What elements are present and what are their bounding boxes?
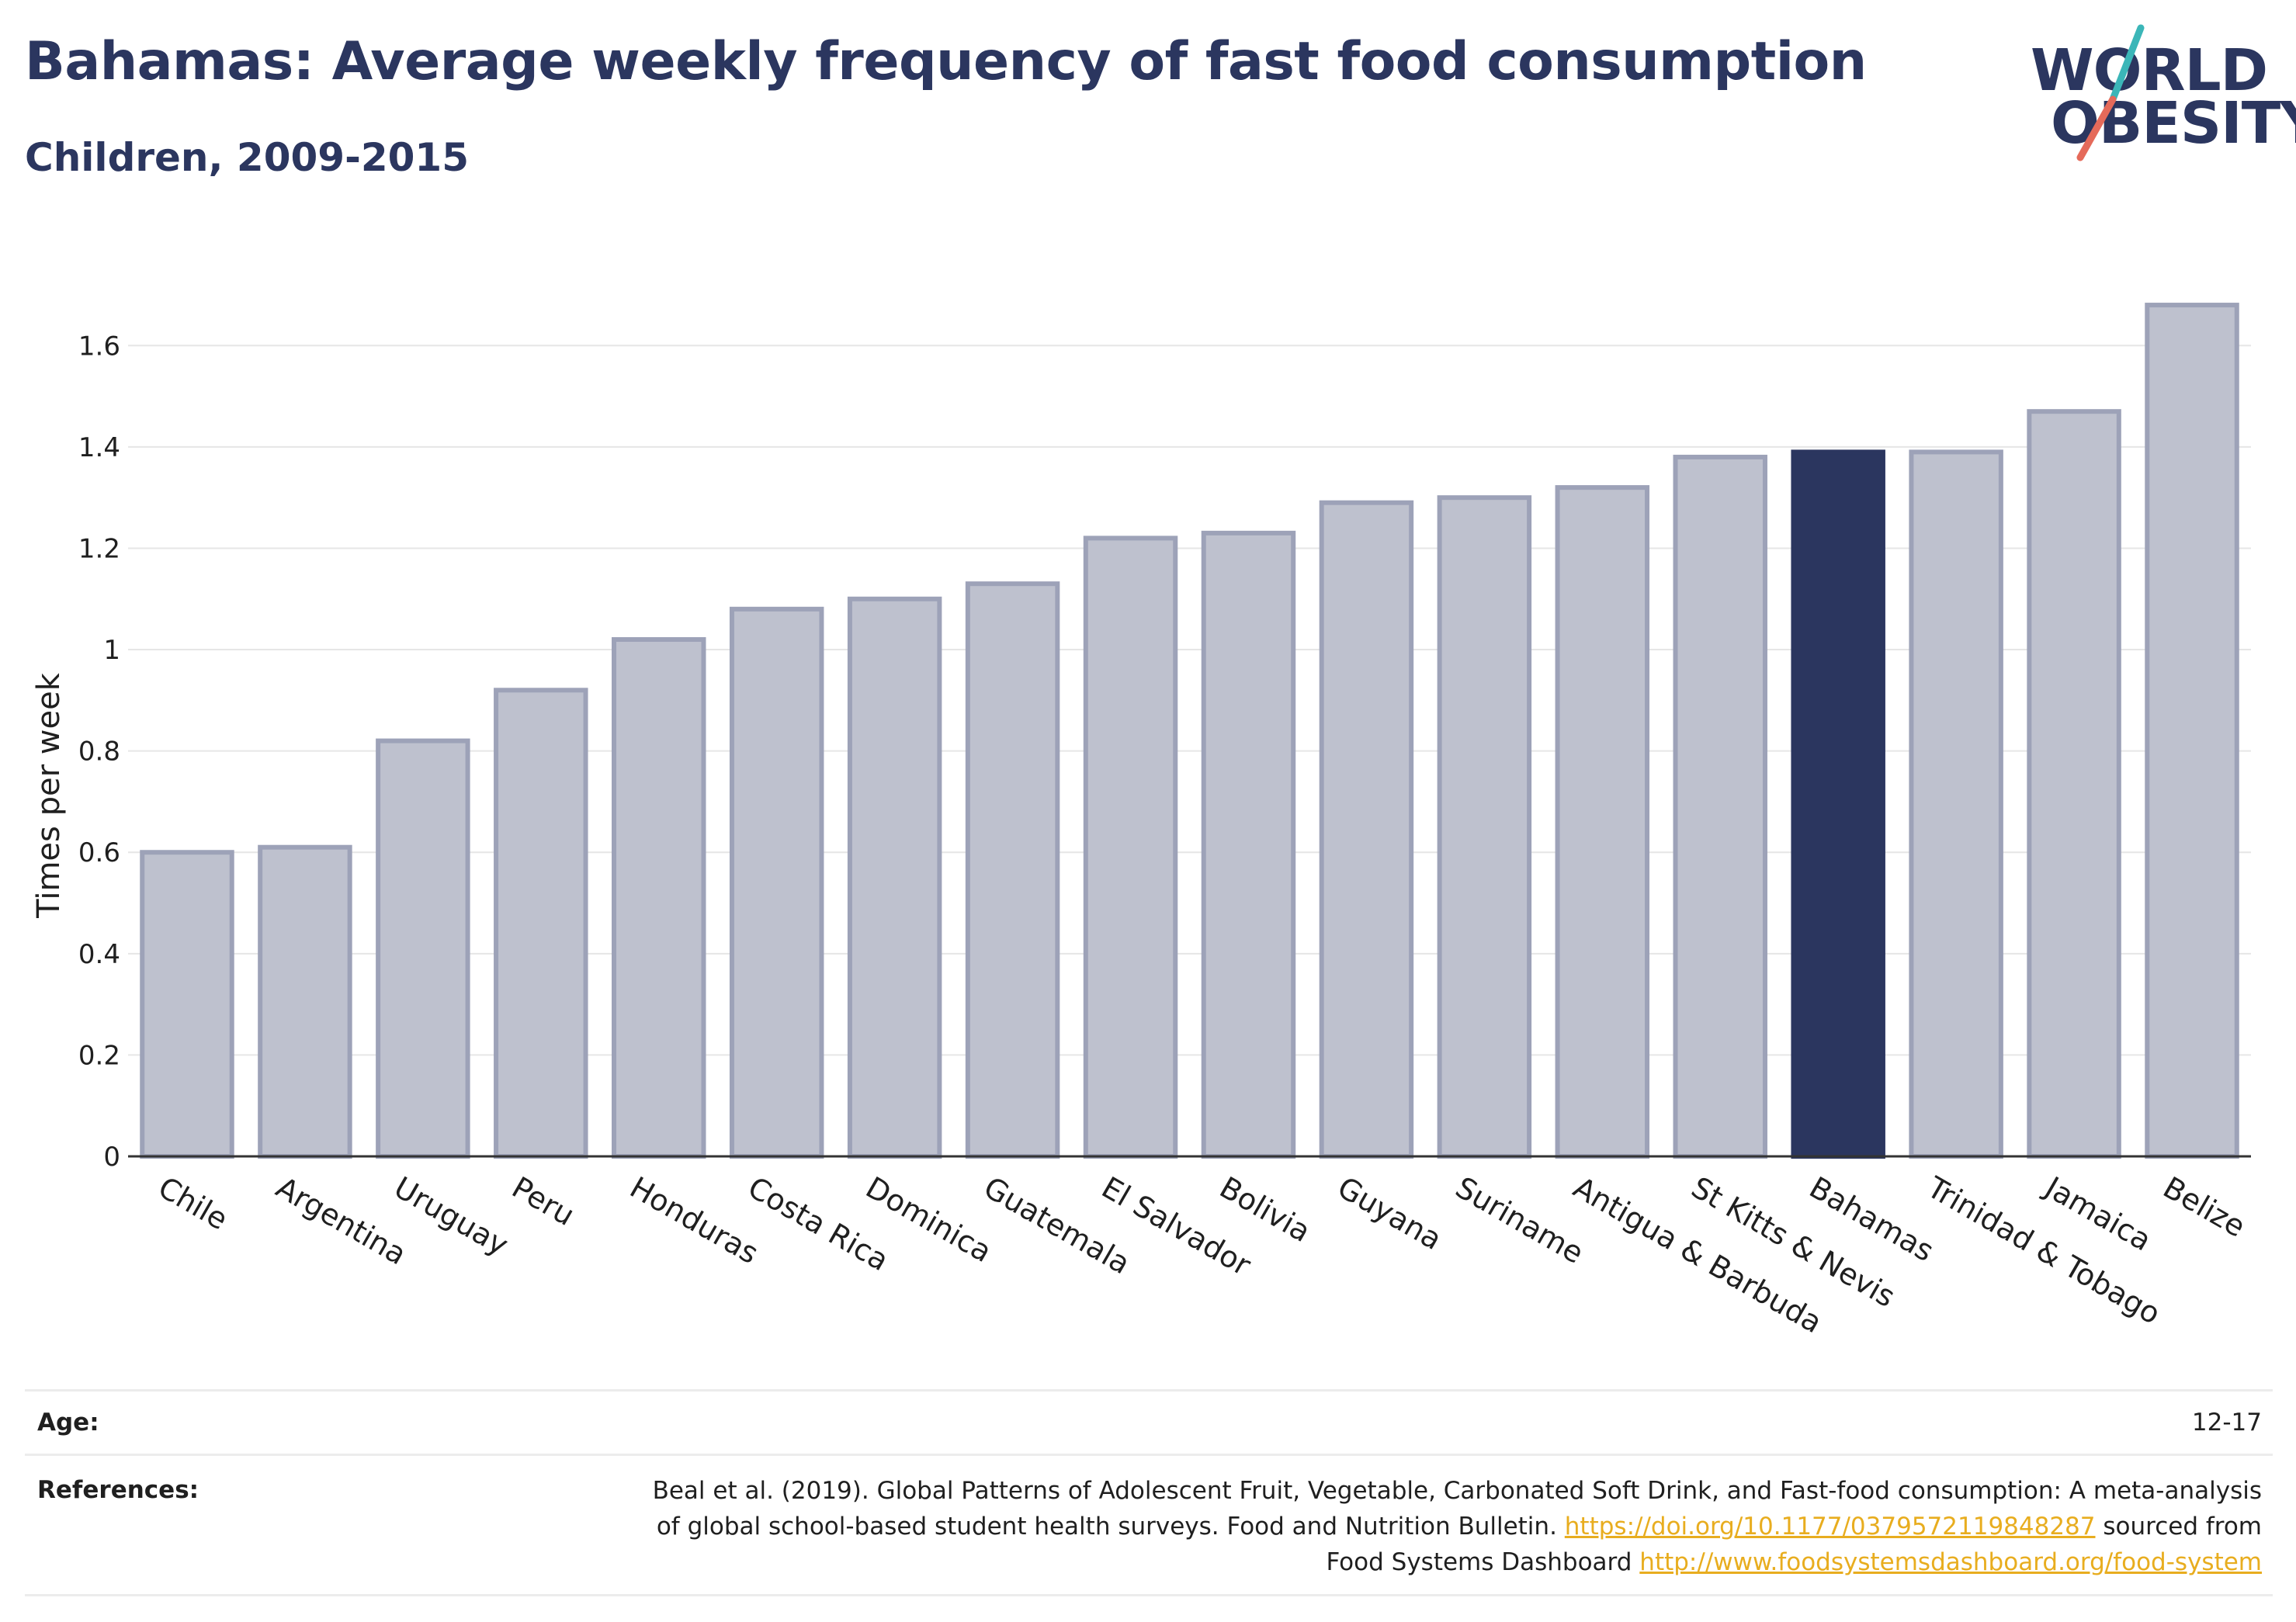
x-tick-label: Argentina	[270, 1170, 412, 1272]
bars	[140, 303, 2239, 1159]
y-tick-label: 0.6	[78, 837, 120, 868]
bar-dominica	[847, 596, 942, 1159]
chart-subtitle: Children, 2009-2015	[25, 135, 469, 180]
bar-uruguay	[376, 738, 470, 1159]
bar-belize	[2145, 303, 2239, 1159]
references-label: References:	[37, 1476, 199, 1504]
age-value: 12-17	[2191, 1409, 2262, 1437]
bar-bolivia	[1201, 530, 1296, 1159]
logo-line-1: WORLD	[2031, 37, 2268, 104]
age-row: Age: 12-17	[25, 1389, 2273, 1456]
x-tick-label: Suriname	[1450, 1170, 1590, 1270]
bar-costa-rica	[729, 606, 824, 1159]
y-axis-title: Times per week	[31, 672, 67, 919]
y-tick-label: 0.2	[78, 1040, 120, 1071]
y-tick-label: 1.2	[78, 533, 120, 564]
bar-chart: 00.20.40.60.811.21.41.6 Chile ArgentinaUr…	[31, 303, 2251, 1340]
bar-antigua-barbuda	[1555, 485, 1650, 1159]
bar-st-kitts-nevis	[1673, 454, 1767, 1159]
references-row: References: Beal et al. (2019). Global P…	[25, 1456, 2273, 1596]
y-axis-ticks: 0 0.2 0.4 0.6 0.8 1 1.2 1.4 1.6	[78, 331, 120, 1173]
references-value: Beal et al. (2019). Global Patterns of A…	[632, 1473, 2273, 1580]
references-text-1: Beal et al. (2019). Global Patterns of A…	[652, 1477, 2262, 1541]
bar-honduras	[612, 637, 706, 1159]
age-label: Age:	[37, 1409, 99, 1437]
y-tick-label: 1.4	[78, 432, 120, 463]
x-tick-label: Guyana	[1332, 1170, 1448, 1256]
y-tick-label: 0	[103, 1142, 120, 1173]
doi-link[interactable]: https://doi.org/10.1177/0379572119848287	[1564, 1513, 2096, 1541]
x-tick-label: Peru	[506, 1170, 580, 1232]
y-tick-label: 0.8	[78, 736, 120, 768]
bar-argentina	[258, 844, 352, 1159]
info-table: Age: 12-17 References: Beal et al. (2019…	[25, 1389, 2273, 1596]
bar-suriname	[1437, 495, 1532, 1159]
x-tick-label: Chile	[152, 1170, 233, 1237]
x-tick-label: Honduras	[624, 1170, 764, 1271]
gridlines	[128, 345, 2251, 1056]
bar-guyana	[1319, 500, 1414, 1159]
bar-guatemala	[965, 581, 1060, 1159]
bar-bahamas	[1791, 449, 1885, 1159]
references-text-2: sourced from Food Systems Dashboard	[1326, 1513, 2262, 1576]
bar-el-salvador	[1083, 535, 1178, 1159]
x-tick-label: Belize	[2158, 1170, 2252, 1244]
y-tick-label: 1	[103, 635, 120, 666]
y-tick-label: 0.4	[78, 939, 120, 970]
bar-peru	[494, 688, 588, 1159]
y-tick-label: 1.6	[78, 331, 120, 362]
dashboard-link[interactable]: http://www.foodsystemsdashboard.org/food…	[1639, 1548, 2262, 1576]
bar-jamaica	[2027, 409, 2121, 1159]
logo-slash-icon	[2076, 24, 2145, 161]
world-obesity-logo: WORLD OBESITY	[2026, 22, 2296, 169]
bar-trinidad-tobago	[1909, 449, 2003, 1159]
bar-chile	[140, 850, 234, 1159]
chart-title: Bahamas: Average weekly frequency of fas…	[25, 31, 1867, 92]
